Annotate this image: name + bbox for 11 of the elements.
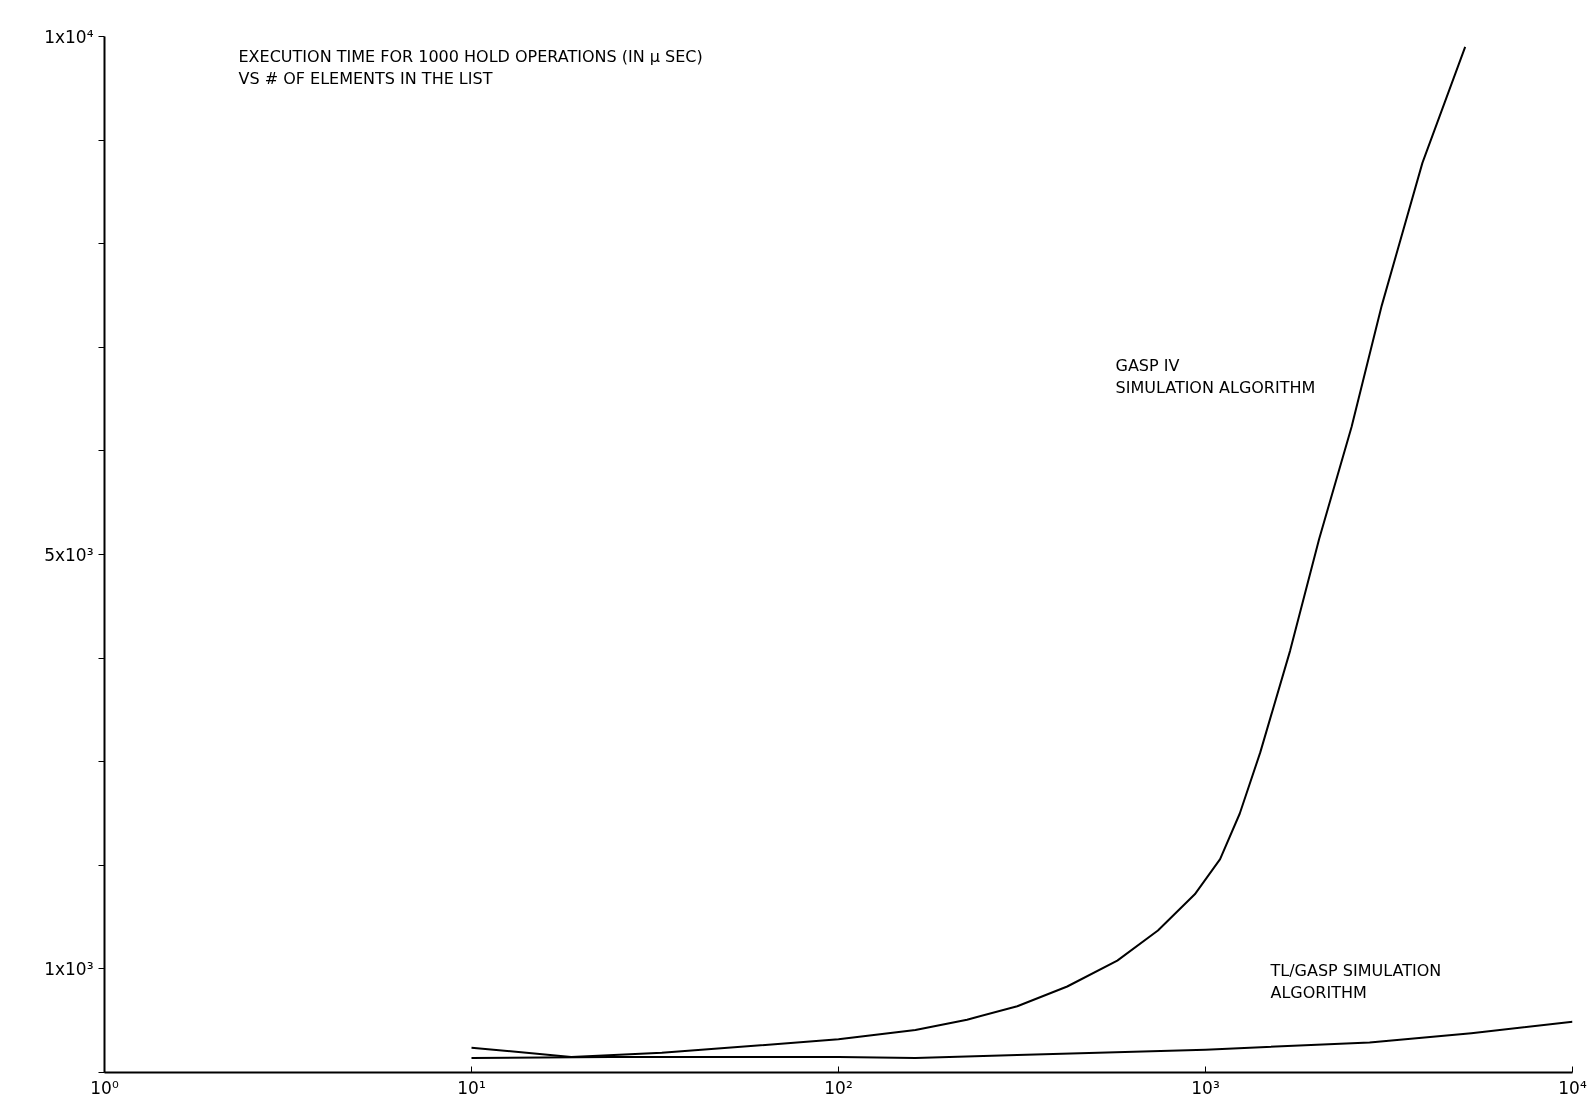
x-tick-label: 10¹ <box>457 1077 486 1098</box>
annotation: GASP IV SIMULATION ALGORITHM <box>1115 355 1316 398</box>
y-tick-label: 1x10⁴ <box>44 26 94 47</box>
y-tick-label: 1x10³ <box>44 958 94 979</box>
text: EXECUTION TIME FOR 1000 HOLD OPERATIONS (IN μ SEC) VS # OF ELEMENTS IN THE LIST <box>238 46 703 89</box>
x-tick-label: 10⁴ <box>1558 1077 1587 1098</box>
x-tick-label: 10³ <box>1191 1077 1220 1098</box>
x-tick-label: 10⁰ <box>90 1077 119 1098</box>
y-tick-label: 5x10³ <box>44 544 94 565</box>
annotation: TL/GASP SIMULATION ALGORITHM <box>1269 960 1442 1003</box>
x-tick-label: 10² <box>824 1077 853 1098</box>
